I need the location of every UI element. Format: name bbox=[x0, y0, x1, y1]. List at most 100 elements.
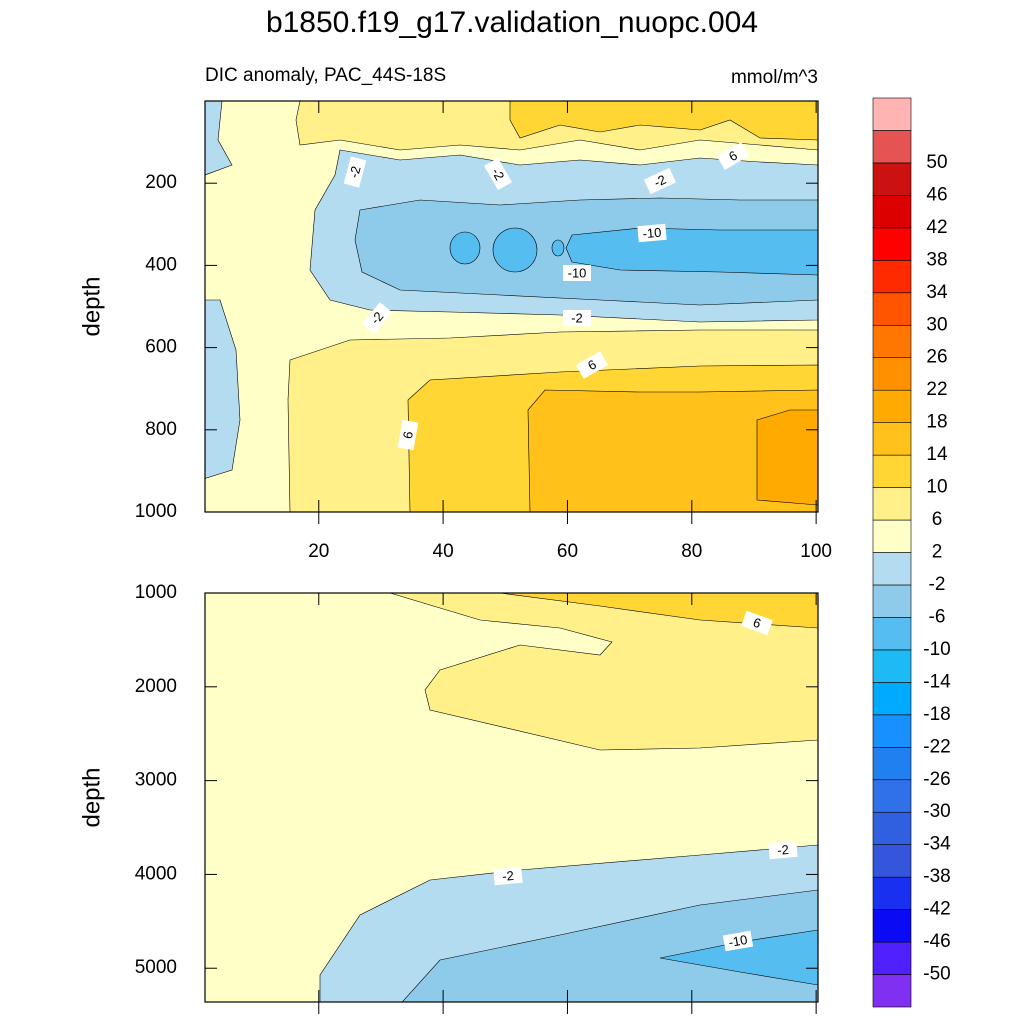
colorbar-box bbox=[872, 682, 912, 716]
panel-frame bbox=[204, 592, 819, 1003]
x-tick-label: 60 bbox=[557, 541, 578, 562]
colorbar-box bbox=[872, 811, 912, 845]
colorbar-box bbox=[872, 487, 912, 521]
contour-label: -2 bbox=[563, 310, 591, 326]
colorbar-label: -42 bbox=[923, 899, 950, 920]
panel-top-field bbox=[205, 101, 818, 512]
contour-label: 6 bbox=[716, 142, 750, 170]
colorbar-label: 46 bbox=[926, 184, 947, 205]
contour-label-bg bbox=[741, 610, 773, 636]
contour-label: -10 bbox=[722, 930, 754, 952]
colorbar-box bbox=[872, 357, 912, 391]
contour-region bbox=[492, 227, 538, 273]
contour-label-bg bbox=[397, 419, 419, 451]
colorbar-label: 6 bbox=[932, 509, 943, 530]
colorbar-label: -26 bbox=[923, 769, 950, 790]
colorbar-label: -2 bbox=[929, 574, 946, 595]
colorbar-label: 2 bbox=[932, 542, 943, 563]
colorbar-label: -46 bbox=[923, 931, 950, 952]
colorbar-box bbox=[872, 909, 912, 943]
colorbar-box bbox=[872, 779, 912, 813]
colorbar-label: 14 bbox=[926, 444, 948, 465]
y-tick-label: 800 bbox=[145, 419, 177, 440]
y-tick-label: 600 bbox=[145, 337, 177, 358]
colorbar-label: 50 bbox=[926, 152, 947, 173]
chart-title: b1850.f19_g17.validation_nuopc.004 bbox=[266, 6, 758, 39]
contour-label-bg bbox=[563, 310, 591, 326]
y-tick-label: 1000 bbox=[135, 582, 177, 603]
contour-label-bg bbox=[637, 223, 667, 243]
contour-label: -2 bbox=[343, 156, 367, 188]
contour-label: -10 bbox=[637, 223, 667, 243]
contour-label-bg bbox=[361, 302, 393, 334]
colorbar-box bbox=[872, 746, 912, 781]
colorbar-box bbox=[872, 260, 912, 294]
contour-region bbox=[756, 409, 818, 506]
panel-bottom-field bbox=[205, 593, 818, 1002]
contour-label-bg bbox=[493, 866, 523, 886]
colorbar-label: 10 bbox=[926, 477, 947, 498]
contour-region bbox=[551, 239, 565, 257]
contour-label-bg bbox=[768, 840, 798, 860]
contour-label: 6 bbox=[397, 419, 419, 451]
y-tick-label: 1000 bbox=[135, 501, 177, 522]
panel-frame bbox=[204, 100, 819, 513]
colorbar-box bbox=[872, 389, 912, 423]
colorbar-box bbox=[872, 552, 912, 586]
colorbar-box bbox=[872, 422, 912, 456]
y-tick-label: 5000 bbox=[135, 957, 177, 978]
contour-region bbox=[509, 101, 818, 141]
colorbar-label: -50 bbox=[923, 964, 950, 985]
y-tick-label: 4000 bbox=[135, 863, 177, 884]
colorbar-box bbox=[872, 941, 912, 975]
contour-label-bg bbox=[722, 930, 754, 952]
colorbar-label: -18 bbox=[923, 704, 950, 725]
colorbar-box bbox=[872, 97, 912, 131]
contour-label-text: -2 bbox=[652, 172, 669, 190]
left-string: DIC anomaly, PAC_44S-18S bbox=[205, 65, 446, 86]
colorbar-box bbox=[872, 227, 912, 261]
contour-region bbox=[527, 389, 818, 512]
contour-label-text: 6 bbox=[751, 615, 763, 632]
contour-label: 6 bbox=[575, 351, 609, 379]
contour-label-bg bbox=[643, 167, 677, 195]
contour-label-text: -2 bbox=[502, 868, 515, 884]
contour-label: -2 bbox=[643, 167, 677, 195]
colorbar-label: -34 bbox=[923, 834, 951, 855]
contour-region bbox=[565, 227, 818, 276]
contour-label-bg bbox=[484, 157, 512, 191]
colorbar-label: -6 bbox=[929, 606, 946, 627]
colorbar-label: -22 bbox=[923, 736, 950, 757]
colorbar-label: 26 bbox=[926, 347, 947, 368]
colorbar-box bbox=[872, 974, 912, 1008]
x-tick-label: 20 bbox=[308, 541, 329, 562]
contour-label-text: 6 bbox=[400, 430, 416, 440]
colorbar-label: -30 bbox=[923, 801, 950, 822]
contour-label-text: -10 bbox=[642, 225, 662, 242]
contour-region bbox=[449, 231, 481, 265]
x-tick-label: 100 bbox=[800, 541, 832, 562]
colorbar-label: 22 bbox=[926, 379, 947, 400]
contour-label-text: -2 bbox=[777, 842, 790, 858]
contour-region bbox=[401, 889, 818, 1002]
contour-label-text: -2 bbox=[346, 164, 363, 179]
contour-label-bg bbox=[343, 156, 367, 188]
colorbar-box bbox=[872, 649, 912, 683]
y-axis-label: depth bbox=[78, 767, 105, 827]
colorbar-box bbox=[872, 584, 912, 618]
contour-label: -2 bbox=[484, 157, 512, 191]
contour-label: -2 bbox=[361, 302, 393, 334]
colorbar-box bbox=[872, 519, 912, 553]
contour-label-text: -2 bbox=[571, 310, 583, 325]
x-tick-label: 40 bbox=[433, 541, 454, 562]
contour-label: -10 bbox=[563, 265, 591, 281]
y-tick-label: 3000 bbox=[135, 770, 177, 791]
contour-label-text: -10 bbox=[568, 265, 587, 280]
colorbar-label: 34 bbox=[926, 282, 948, 303]
colorbar-box bbox=[872, 292, 912, 326]
colorbar-label: -14 bbox=[923, 671, 951, 692]
colorbar-box bbox=[872, 844, 912, 878]
units: mmol/m^3 bbox=[731, 67, 818, 88]
contour-label: -2 bbox=[768, 840, 798, 860]
